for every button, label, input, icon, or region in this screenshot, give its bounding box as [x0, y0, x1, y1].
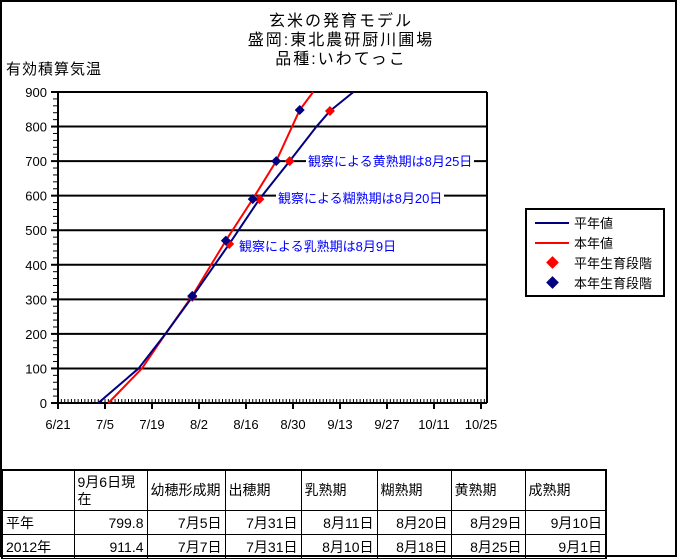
y-tick-label: 600 [25, 189, 47, 204]
table-cell: 7月31日 [224, 534, 302, 559]
legend-label: 平年値 [574, 216, 614, 232]
marker-diamond [247, 194, 258, 205]
y-tick-label: 500 [25, 223, 47, 238]
growth-stage-table: 9月6日現在 幼穂形成期 出穂期 乳熟期 糊熟期 黄熟期 成熟期 平年 799.8 7月5日 7月3… [1, 469, 607, 559]
marker-diamond [324, 106, 335, 117]
table-row: 2012年 911.4 7月7日 7月31日 8月10日 8月18日 8月25日 9月1日 [1, 534, 607, 559]
y-tick-label: 400 [25, 258, 47, 273]
legend-label: 平年生育段階 [574, 255, 653, 271]
table-header-cell: 乳熟期 [300, 469, 378, 511]
x-tick-label: 10/11 [418, 417, 450, 432]
table-cell: 799.8 [73, 510, 148, 535]
table-header-cell: 出穂期 [224, 469, 302, 511]
x-tick-labels: 6/21 7/5 7/19 8/2 8/16 8/30 9/13 9/27 10/11 10/25 [45, 417, 497, 432]
table-header-row: 9月6日現在 幼穂形成期 出穂期 乳熟期 糊熟期 黄熟期 成熟期 [1, 469, 607, 511]
marker-diamond [294, 104, 305, 115]
y-tick-label: 700 [25, 154, 47, 169]
x-tick-label: 8/2 [190, 417, 208, 432]
table-cell: 8月20日 [376, 510, 452, 535]
x-minor-ticks [57, 399, 485, 403]
legend-line-sample [535, 221, 569, 224]
table-row-label: 平年 [1, 510, 75, 535]
series-line [97, 91, 355, 404]
legend-line-sample [535, 241, 569, 244]
observation-annotation: 観察による乳熟期は8月9日 [237, 239, 399, 255]
y-tick-label: 300 [25, 292, 47, 307]
legend-diamond-sample [546, 256, 559, 269]
observation-annotation: 観察による糊熟期は8月20日 [276, 191, 445, 207]
table-header-cell: 成熟期 [524, 469, 607, 511]
legend-label: 本年値 [574, 236, 614, 252]
table-header-cell: 9月6日現在 [73, 469, 148, 511]
x-tick-label: 8/30 [280, 417, 305, 432]
table-cell: 9月1日 [524, 534, 607, 559]
y-minor-ticks [53, 98, 58, 397]
y-tick-label: 900 [25, 85, 47, 100]
table-cell: 911.4 [73, 534, 148, 559]
table-cell: 7月5日 [146, 510, 226, 535]
table-cell: 8月18日 [376, 534, 452, 559]
x-major-ticks [57, 403, 482, 409]
chart-subtitle-location: 盛岡:東北農研厨川圃場 [247, 32, 435, 49]
table-cell: 8月11日 [300, 510, 378, 535]
observation-annotation: 観察による黄熟期は8月25日 [306, 154, 475, 170]
legend: 平年値本年値平年生育段階 本年生育段階 [525, 208, 665, 297]
legend-item: 本年生育段階 [535, 273, 663, 292]
gridlines [58, 91, 487, 370]
table-row-label: 2012年 [1, 534, 75, 559]
table-cell: 8月10日 [300, 534, 378, 559]
x-tick-label: 10/25 [465, 417, 498, 432]
legend-item: 平年生育段階 [535, 253, 663, 272]
y-tick-labels: 0 100 200 300 400 500 600 700 800 900 [25, 85, 47, 411]
y-major-ticks [51, 91, 58, 404]
chart-title-block: 玄米の発育モデル 盛岡:東北農研厨川圃場 品種:いわてっこ [0, 12, 682, 69]
chart-subtitle-variety: 品種:いわてっこ [275, 51, 407, 68]
legend-diamond-sample [546, 275, 559, 289]
x-tick-label: 7/19 [139, 417, 164, 432]
legend-label: 本年生育段階 [574, 275, 653, 291]
table-row: 平年 799.8 7月5日 7月31日 8月11日 8月20日 8月29日 9月10日 [1, 510, 607, 535]
table-header-cell [1, 469, 75, 511]
y-tick-label: 0 [40, 396, 47, 411]
x-tick-label: 8/16 [233, 417, 258, 432]
table-header-cell: 黄熟期 [450, 469, 526, 511]
marker-diamond [271, 156, 282, 167]
marker-diamond [187, 290, 198, 301]
chart-title: 玄米の発育モデル [268, 13, 413, 30]
marker-diamond [284, 156, 295, 167]
table-cell: 7月31日 [224, 510, 302, 535]
marker-series [187, 104, 305, 301]
y-tick-label: 200 [25, 327, 47, 342]
legend-item: 平年値 [535, 213, 663, 232]
legend-item: 本年値 [535, 233, 663, 252]
table-cell: 8月25日 [450, 534, 526, 559]
marker-diamond [254, 194, 265, 205]
x-tick-label: 7/5 [96, 417, 114, 432]
y-tick-label: 800 [25, 120, 47, 135]
table-cell: 9月10日 [524, 510, 607, 535]
table-header-cell: 糊熟期 [376, 469, 452, 511]
table-header-cell: 幼穂形成期 [146, 469, 226, 511]
table-cell: 8月29日 [450, 510, 526, 535]
y-tick-label: 100 [25, 361, 47, 376]
x-tick-label: 6/21 [45, 417, 70, 432]
y-axis-title: 有効積算気温 [6, 61, 103, 78]
x-tick-label: 9/27 [374, 417, 399, 432]
x-tick-label: 9/13 [327, 417, 352, 432]
marker-diamond [220, 235, 231, 246]
table-cell: 7月7日 [146, 534, 226, 559]
